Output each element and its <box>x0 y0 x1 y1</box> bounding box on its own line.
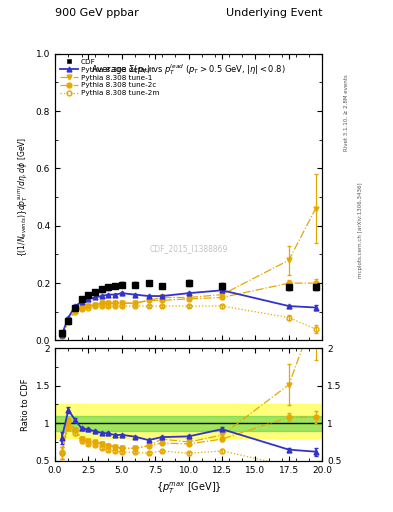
Text: mcplots.cern.ch [arXiv:1306.3436]: mcplots.cern.ch [arXiv:1306.3436] <box>358 183 363 278</box>
Text: Underlying Event: Underlying Event <box>226 8 322 18</box>
Text: Rivet 3.1.10, ≥ 2.8M events: Rivet 3.1.10, ≥ 2.8M events <box>344 74 349 151</box>
Bar <box>55 404 322 438</box>
Text: 900 GeV ppbar: 900 GeV ppbar <box>55 8 139 18</box>
Legend: CDF, Pythia 8.308 default, Pythia 8.308 tune-1, Pythia 8.308 tune-2c, Pythia 8.3: CDF, Pythia 8.308 default, Pythia 8.308 … <box>57 56 162 99</box>
Y-axis label: $\{(1/N_{events})\} dp_T^{sum}/d\eta, d\phi$ [GeV]: $\{(1/N_{events})\} dp_T^{sum}/d\eta, d\… <box>17 137 30 257</box>
Text: Average $\Sigma(p_T)$ vs $p_T^{lead}$ $(p_T > 0.5$ GeV, $|\eta| < 0.8)$: Average $\Sigma(p_T)$ vs $p_T^{lead}$ $(… <box>91 62 286 77</box>
Bar <box>55 416 322 431</box>
X-axis label: $\{p_T^{max}$ [GeV]$\}$: $\{p_T^{max}$ [GeV]$\}$ <box>156 480 222 496</box>
Y-axis label: Ratio to CDF: Ratio to CDF <box>21 378 30 431</box>
Text: CDF_2015_I1388869: CDF_2015_I1388869 <box>149 244 228 253</box>
